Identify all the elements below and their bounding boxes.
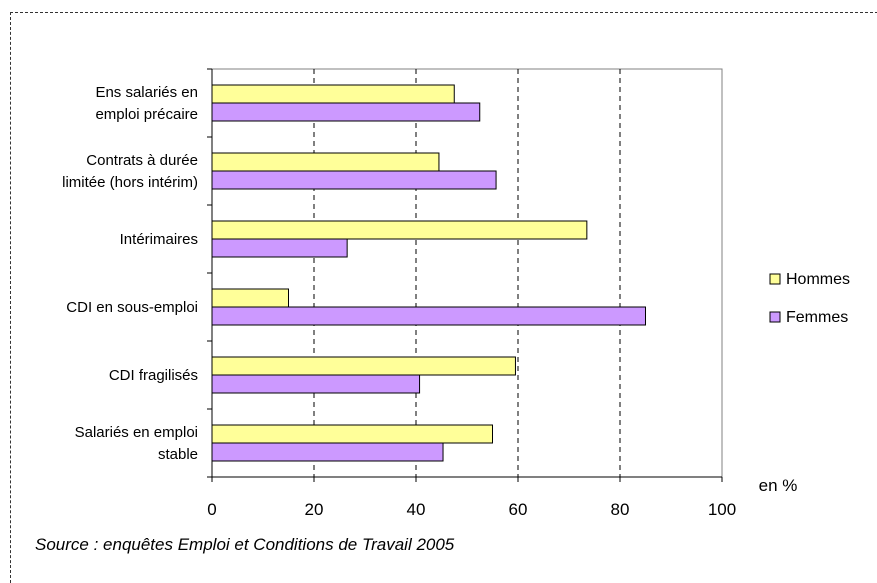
bar-hommes (211, 152, 440, 172)
source-note: Source : enquêtes Emploi et Conditions d… (35, 535, 455, 554)
bar-femmes (211, 170, 497, 190)
category-label: CDI en sous-emploi (66, 299, 198, 316)
x-unit-label: en % (759, 476, 798, 495)
bar-hommes (211, 220, 588, 240)
category-label: Salariés en emploi (75, 424, 198, 441)
plot-area (211, 68, 723, 478)
legend-label-hommes: Hommes (786, 271, 850, 288)
category-label: emploi précaire (95, 106, 198, 123)
bar-femmes (211, 442, 444, 462)
x-tick-label: 100 (708, 500, 736, 519)
legend-swatch-hommes (769, 273, 781, 285)
bar-femmes (211, 306, 646, 326)
bar-femmes (211, 374, 421, 394)
x-tick-label: 40 (407, 500, 426, 519)
legend-swatch-femmes (769, 311, 781, 323)
bar-hommes (211, 84, 455, 104)
category-label: Intérimaires (120, 231, 198, 248)
category-label: stable (158, 446, 198, 463)
bar-femmes (211, 238, 348, 258)
bar-hommes (211, 356, 516, 376)
x-tick-label: 80 (611, 500, 630, 519)
category-label: limitée (hors intérim) (62, 174, 198, 191)
legend-label-femmes: Femmes (786, 309, 848, 326)
category-label: Contrats à durée (86, 152, 198, 169)
x-tick-label: 0 (207, 500, 216, 519)
x-tick-label: 20 (305, 500, 324, 519)
category-label: Ens salariés en (95, 84, 198, 101)
chart-frame (10, 12, 877, 583)
x-tick-label: 60 (509, 500, 528, 519)
bar-hommes (211, 424, 493, 444)
bar-hommes (211, 288, 289, 308)
bar-femmes (211, 102, 481, 122)
category-label: CDI fragilisés (109, 367, 198, 384)
